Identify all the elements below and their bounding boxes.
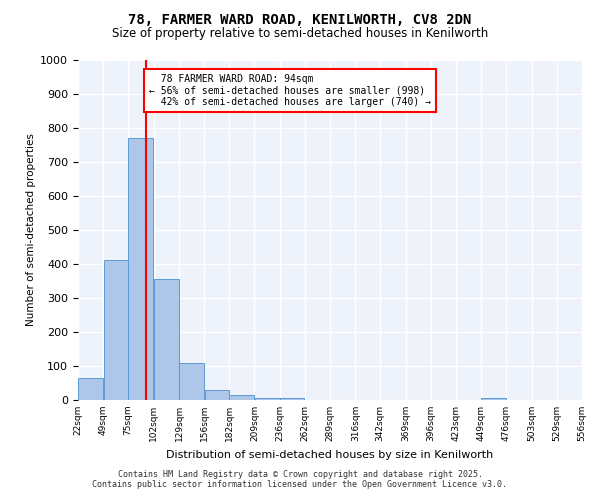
X-axis label: Distribution of semi-detached houses by size in Kenilworth: Distribution of semi-detached houses by … — [166, 450, 494, 460]
Bar — [205, 390, 229, 400]
Bar — [255, 398, 280, 400]
Bar — [481, 398, 506, 400]
Bar — [154, 280, 179, 400]
Bar — [229, 395, 254, 400]
Bar — [179, 362, 204, 400]
Bar — [128, 138, 153, 400]
Text: 78, FARMER WARD ROAD, KENILWORTH, CV8 2DN: 78, FARMER WARD ROAD, KENILWORTH, CV8 2D… — [128, 12, 472, 26]
Bar — [280, 398, 304, 400]
Bar — [79, 378, 103, 400]
Text: Contains HM Land Registry data © Crown copyright and database right 2025.
Contai: Contains HM Land Registry data © Crown c… — [92, 470, 508, 489]
Text: 78 FARMER WARD ROAD: 94sqm
← 56% of semi-detached houses are smaller (998)
  42%: 78 FARMER WARD ROAD: 94sqm ← 56% of semi… — [149, 74, 431, 107]
Bar — [104, 260, 128, 400]
Y-axis label: Number of semi-detached properties: Number of semi-detached properties — [26, 134, 36, 326]
Text: Size of property relative to semi-detached houses in Kenilworth: Size of property relative to semi-detach… — [112, 28, 488, 40]
